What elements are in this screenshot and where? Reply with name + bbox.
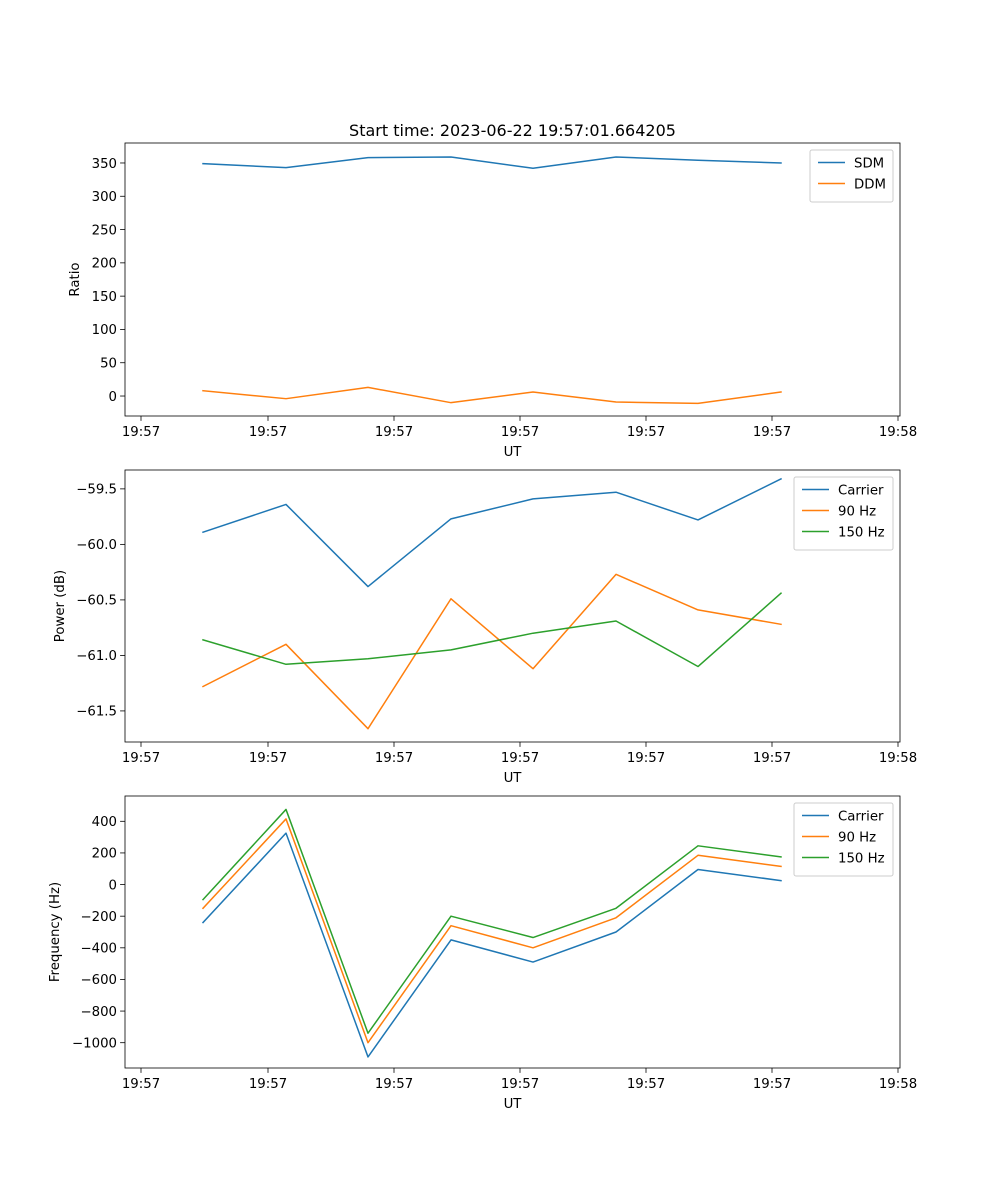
y-tick-label: −1000 [72,1036,117,1051]
x-tick-label: 19:57 [753,751,791,766]
x-axis-label: UT [504,445,523,460]
x-tick-label: 19:57 [627,425,665,440]
y-tick-label: 200 [92,257,117,272]
y-tick-label: 200 [92,847,117,862]
x-tick-label: 19:57 [375,425,413,440]
y-tick-label: 400 [92,815,117,830]
x-tick-label: 19:57 [249,751,287,766]
legend: Carrier 90 Hz 150 Hz [793,476,894,551]
series-line-90-hz [201,818,782,1044]
x-tick-label: 19:57 [122,1077,160,1092]
y-tick-label: 0 [109,390,117,405]
y-tick-label: −61.0 [76,649,117,664]
legend-label: 90 Hz [838,830,876,845]
x-axis-label: UT [504,771,523,786]
series-line-ddm [202,386,782,405]
y-tick-label: 250 [92,223,117,238]
y-axis-label: Power (dB) [53,570,68,642]
chart-panel-3: 19:57 19:57 19:57 19:57 19:57 19:57 19:58 UT −10… [48,795,917,1112]
chart-panel-2: 19:57 19:57 19:57 19:57 19:57 19:57 19:58 UT −61… [53,469,917,786]
y-tick-label: 300 [92,190,117,205]
x-tick-label: 19:57 [501,1077,539,1092]
y-tick-label: −600 [80,973,117,988]
legend-label: DDM [854,177,886,192]
x-tick-label: 19:57 [249,1077,287,1092]
x-tick-label: 19:58 [879,425,917,440]
x-tick-label: 19:57 [501,751,539,766]
chart-panel-1: 19:57 19:57 19:57 19:57 19:57 19:57 19:58 UT 0 50… [68,142,917,460]
legend-label: 90 Hz [838,504,876,519]
x-tick-label: 19:57 [753,1077,791,1092]
legend-label: Carrier [838,809,884,824]
y-tick-label: −61.5 [76,705,117,720]
y-tick-label: −60.0 [76,538,117,553]
legend-label: 150 Hz [838,851,885,866]
x-tick-label: 19:57 [753,425,791,440]
y-tick-label: 350 [92,157,117,172]
legend-label: Carrier [838,483,884,498]
legend: Carrier 90 Hz 150 Hz [793,802,894,877]
x-tick-label: 19:57 [122,425,160,440]
x-tick-label: 19:58 [879,751,917,766]
series-line-carrier [201,832,782,1058]
chart-title: Start time: 2023-06-22 19:57:01.664205 [349,121,676,140]
y-tick-label: −200 [80,910,117,925]
x-tick-label: 19:57 [122,751,160,766]
y-tick-label: 0 [109,878,117,893]
series-line-150-hz [202,592,783,668]
y-tick-label: −400 [80,942,117,957]
x-tick-label: 19:57 [627,1077,665,1092]
y-tick-label: 150 [92,290,117,305]
y-axis-label: Frequency (Hz) [48,882,63,982]
x-tick-label: 19:57 [249,425,287,440]
x-tick-label: 19:57 [627,751,665,766]
x-tick-label: 19:57 [375,751,413,766]
axes-frame [124,142,901,417]
legend-label: SDM [854,156,884,171]
x-tick-label: 19:58 [879,1077,917,1092]
x-axis-label: UT [504,1097,523,1112]
y-tick-label: −60.5 [76,594,117,609]
legend: SDM DDM [809,149,894,203]
y-tick-label: 50 [100,357,117,372]
y-tick-label: 100 [92,323,117,338]
y-axis-label: Ratio [68,262,83,296]
y-tick-label: −59.5 [76,483,117,498]
x-tick-label: 19:57 [375,1077,413,1092]
y-tick-label: −800 [80,1005,117,1020]
x-tick-label: 19:57 [501,425,539,440]
axes-frame [124,795,901,1069]
series-line-sdm [202,156,782,170]
series-line-90-hz [201,573,782,730]
series-line-150-hz [201,808,782,1034]
axes-frame [124,469,901,743]
series-line-carrier [202,477,783,588]
legend-label: 150 Hz [838,525,885,540]
